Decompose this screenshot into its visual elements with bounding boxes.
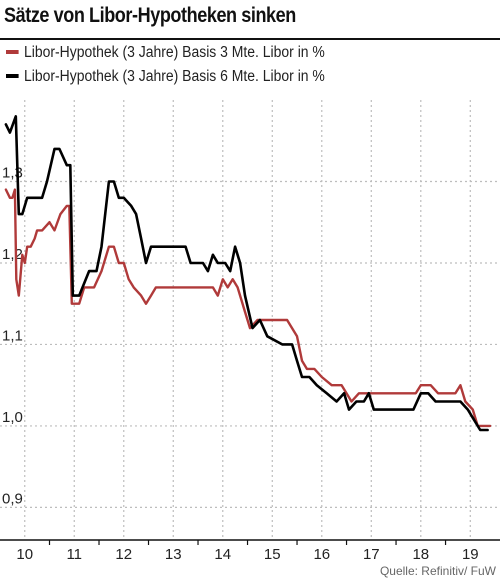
y-tick-label-1,3: 1,3 bbox=[2, 164, 23, 181]
legend-swatch-3m bbox=[6, 49, 19, 54]
series-line-6m bbox=[4, 115, 489, 432]
legend-item-3m: Libor-Hypothek (3 Jahre) Basis 3 Mte. Li… bbox=[6, 44, 325, 62]
y-tick-label-0,9: 0,9 bbox=[2, 490, 23, 507]
x-tick-label-14: 14 bbox=[214, 546, 231, 563]
series-line-3m bbox=[4, 188, 492, 428]
x-tick-label-19: 19 bbox=[462, 546, 479, 563]
x-tick-label-18: 18 bbox=[412, 546, 429, 563]
x-tick-label-13: 13 bbox=[165, 546, 182, 563]
x-tick-label-17: 17 bbox=[363, 546, 380, 563]
legend-label-3m: Libor-Hypothek (3 Jahre) Basis 3 Mte. Li… bbox=[24, 44, 325, 61]
y-tick-label-1,0: 1,0 bbox=[2, 409, 23, 426]
legend-swatch-6m bbox=[6, 73, 19, 78]
legend-label-6m: Libor-Hypothek (3 Jahre) Basis 6 Mte. Li… bbox=[24, 68, 325, 85]
title-rule bbox=[0, 38, 500, 40]
legend-item-6m: Libor-Hypothek (3 Jahre) Basis 6 Mte. Li… bbox=[6, 68, 325, 86]
x-tick-label-15: 15 bbox=[264, 546, 281, 563]
source-note: Quelle: Refinitiv/ FuW bbox=[379, 564, 496, 578]
chart-title: Sätze von Libor-Hypotheken sinken bbox=[4, 4, 296, 27]
x-tick-label-11: 11 bbox=[66, 546, 82, 563]
y-tick-label-1,2: 1,2 bbox=[2, 246, 23, 263]
x-tick-label-16: 16 bbox=[313, 546, 330, 563]
y-tick-label-1,1: 1,1 bbox=[2, 327, 23, 344]
x-tick-label-10: 10 bbox=[16, 546, 33, 563]
x-tick-label-12: 12 bbox=[115, 546, 132, 563]
